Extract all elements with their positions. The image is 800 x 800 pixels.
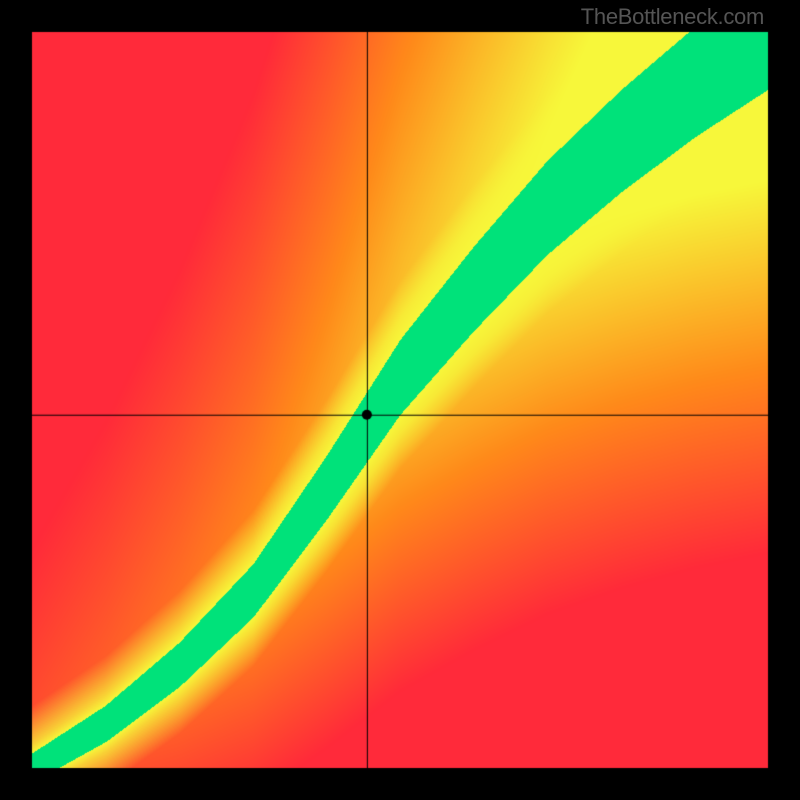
chart-container: TheBottleneck.com <box>0 0 800 800</box>
heatmap-canvas <box>0 0 800 800</box>
watermark-text: TheBottleneck.com <box>581 4 764 30</box>
